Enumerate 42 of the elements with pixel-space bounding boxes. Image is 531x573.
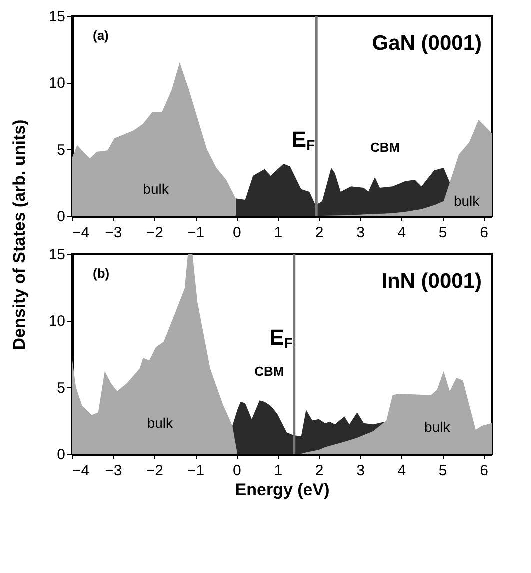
x-tick-label: 4 [398, 462, 406, 480]
annotation: bulk [147, 415, 174, 431]
x-axis-title: Energy (eV) [235, 480, 330, 500]
x-tick-label: 5 [438, 224, 448, 242]
x-tick-label: −1 [187, 462, 205, 480]
x-tick-label: −2 [146, 224, 164, 242]
x-tick-label: 6 [480, 462, 488, 480]
y-tick-label: 0 [57, 446, 66, 464]
x-tick-label: 1 [274, 224, 283, 242]
y-tick-label: 5 [57, 142, 66, 159]
x-tick-label: 1 [274, 462, 283, 480]
x-tick-label: 0 [233, 462, 242, 480]
x-tick-label: 3 [356, 462, 365, 480]
annotation: bulk [424, 419, 452, 435]
x-tick-label: 2 [315, 224, 324, 242]
x-tick-label: 6 [480, 224, 488, 242]
x-tick-label: −3 [105, 462, 122, 480]
annotation: bulk [143, 181, 170, 197]
x-tick-label: −4 [72, 462, 90, 480]
x-tick-label: −1 [187, 224, 205, 242]
x-tick-label: 5 [438, 462, 448, 480]
x-tick-label: 3 [356, 224, 365, 242]
y-axis-title: Density of States (arb. units) [10, 120, 29, 350]
y-tick-label: 10 [48, 75, 66, 92]
annotation: CBM [370, 140, 400, 155]
y-tick-label: 0 [57, 208, 66, 226]
text: GaN (0001) [372, 32, 482, 55]
annotation: CBM [254, 364, 284, 379]
y-tick-label: 5 [57, 380, 66, 397]
x-tick-label: −2 [146, 462, 164, 480]
y-tick-label: 15 [48, 246, 66, 264]
annotation: bulk [454, 193, 481, 209]
x-tick-label: −4 [72, 224, 90, 242]
y-tick-label: 15 [48, 8, 66, 26]
x-tick-label: 0 [233, 224, 242, 242]
x-tick-label: 2 [315, 462, 324, 480]
x-tick-label: −3 [105, 224, 122, 242]
x-tick-label: 4 [398, 224, 406, 242]
text: InN (0001) [382, 270, 482, 293]
annotation: (a) [93, 28, 109, 43]
annotation: (b) [93, 266, 110, 281]
y-tick-label: 10 [48, 313, 66, 330]
